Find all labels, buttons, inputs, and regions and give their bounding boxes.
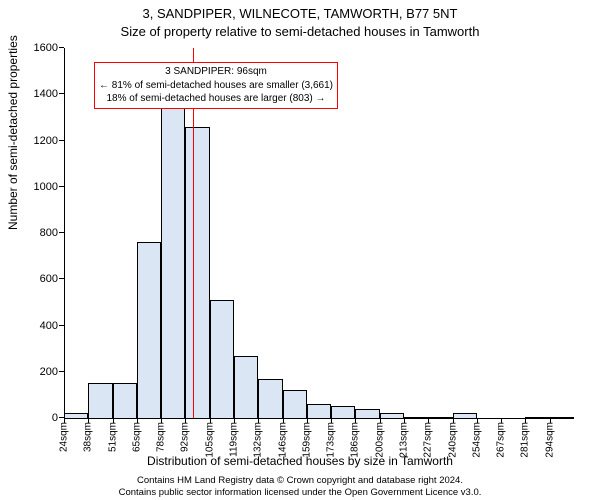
x-tick-label: 281sqm [520, 418, 531, 458]
annotation-line: 3 SANDPIPER: 96sqm [99, 65, 333, 79]
chart-subtitle: Size of property relative to semi-detach… [0, 24, 600, 39]
y-tick-label: 800 [18, 227, 64, 239]
histogram-bar [137, 242, 161, 418]
x-tick-label: 200sqm [374, 418, 385, 458]
x-tick-label: 24sqm [59, 418, 70, 452]
x-tick-label: 146sqm [277, 418, 288, 458]
histogram-bar [331, 406, 355, 418]
x-tick-label: 240sqm [447, 418, 458, 458]
x-tick-label: 294sqm [544, 418, 555, 458]
histogram-bar [88, 383, 112, 418]
y-tick-mark [59, 325, 64, 326]
property-annotation: 3 SANDPIPER: 96sqm← 81% of semi-detached… [94, 62, 338, 109]
histogram-bar [234, 356, 258, 418]
y-tick-mark [59, 93, 64, 94]
x-tick-label: 105sqm [204, 418, 215, 458]
x-tick-label: 186sqm [350, 418, 361, 458]
x-tick-label: 227sqm [423, 418, 434, 458]
y-tick-label: 400 [18, 320, 64, 332]
y-tick-mark [59, 47, 64, 48]
histogram-bar [258, 379, 282, 418]
y-tick-mark [59, 371, 64, 372]
x-tick-label: 132sqm [253, 418, 264, 458]
y-tick-mark [59, 186, 64, 187]
x-axis-label: Distribution of semi-detached houses by … [0, 454, 600, 468]
x-tick-label: 119sqm [229, 418, 240, 457]
histogram-bar [161, 108, 185, 418]
x-tick-label: 173sqm [326, 418, 337, 458]
histogram-bar [307, 404, 331, 418]
y-tick-mark [59, 278, 64, 279]
annotation-line: 18% of semi-detached houses are larger (… [99, 92, 333, 106]
x-tick-label: 254sqm [471, 418, 482, 458]
y-tick-label: 1200 [18, 135, 64, 147]
histogram-bar [210, 300, 234, 418]
x-tick-label: 92sqm [180, 418, 191, 452]
histogram-bar [113, 383, 137, 418]
x-tick-label: 38sqm [83, 418, 94, 452]
histogram-bar [185, 127, 209, 418]
chart-title-address: 3, SANDPIPER, WILNECOTE, TAMWORTH, B77 5… [0, 6, 600, 21]
footer-licence: Contains public sector information licen… [0, 487, 600, 498]
y-tick-label: 600 [18, 273, 64, 285]
x-tick-label: 267sqm [496, 418, 507, 458]
histogram-plot: 0200400600800100012001400160024sqm38sqm5… [64, 48, 574, 419]
x-tick-label: 159sqm [301, 418, 312, 458]
chart-footer: Contains HM Land Registry data © Crown c… [0, 475, 600, 498]
y-tick-mark [59, 232, 64, 233]
x-tick-label: 213sqm [399, 418, 410, 458]
x-tick-label: 78sqm [156, 418, 167, 452]
y-tick-mark [59, 140, 64, 141]
histogram-bar [355, 409, 379, 418]
y-axis-label: Number of semi-detached properties [6, 35, 20, 230]
y-axis-line [64, 48, 65, 418]
annotation-line: ← 81% of semi-detached houses are smalle… [99, 79, 333, 93]
histogram-bar [283, 390, 307, 418]
y-tick-label: 200 [18, 366, 64, 378]
y-tick-label: 1000 [18, 181, 64, 193]
y-tick-label: 1400 [18, 88, 64, 100]
footer-copyright: Contains HM Land Registry data © Crown c… [0, 475, 600, 486]
x-tick-label: 65sqm [131, 418, 142, 452]
y-tick-label: 0 [18, 412, 64, 424]
y-tick-label: 1600 [18, 42, 64, 54]
x-tick-label: 51sqm [107, 418, 118, 452]
